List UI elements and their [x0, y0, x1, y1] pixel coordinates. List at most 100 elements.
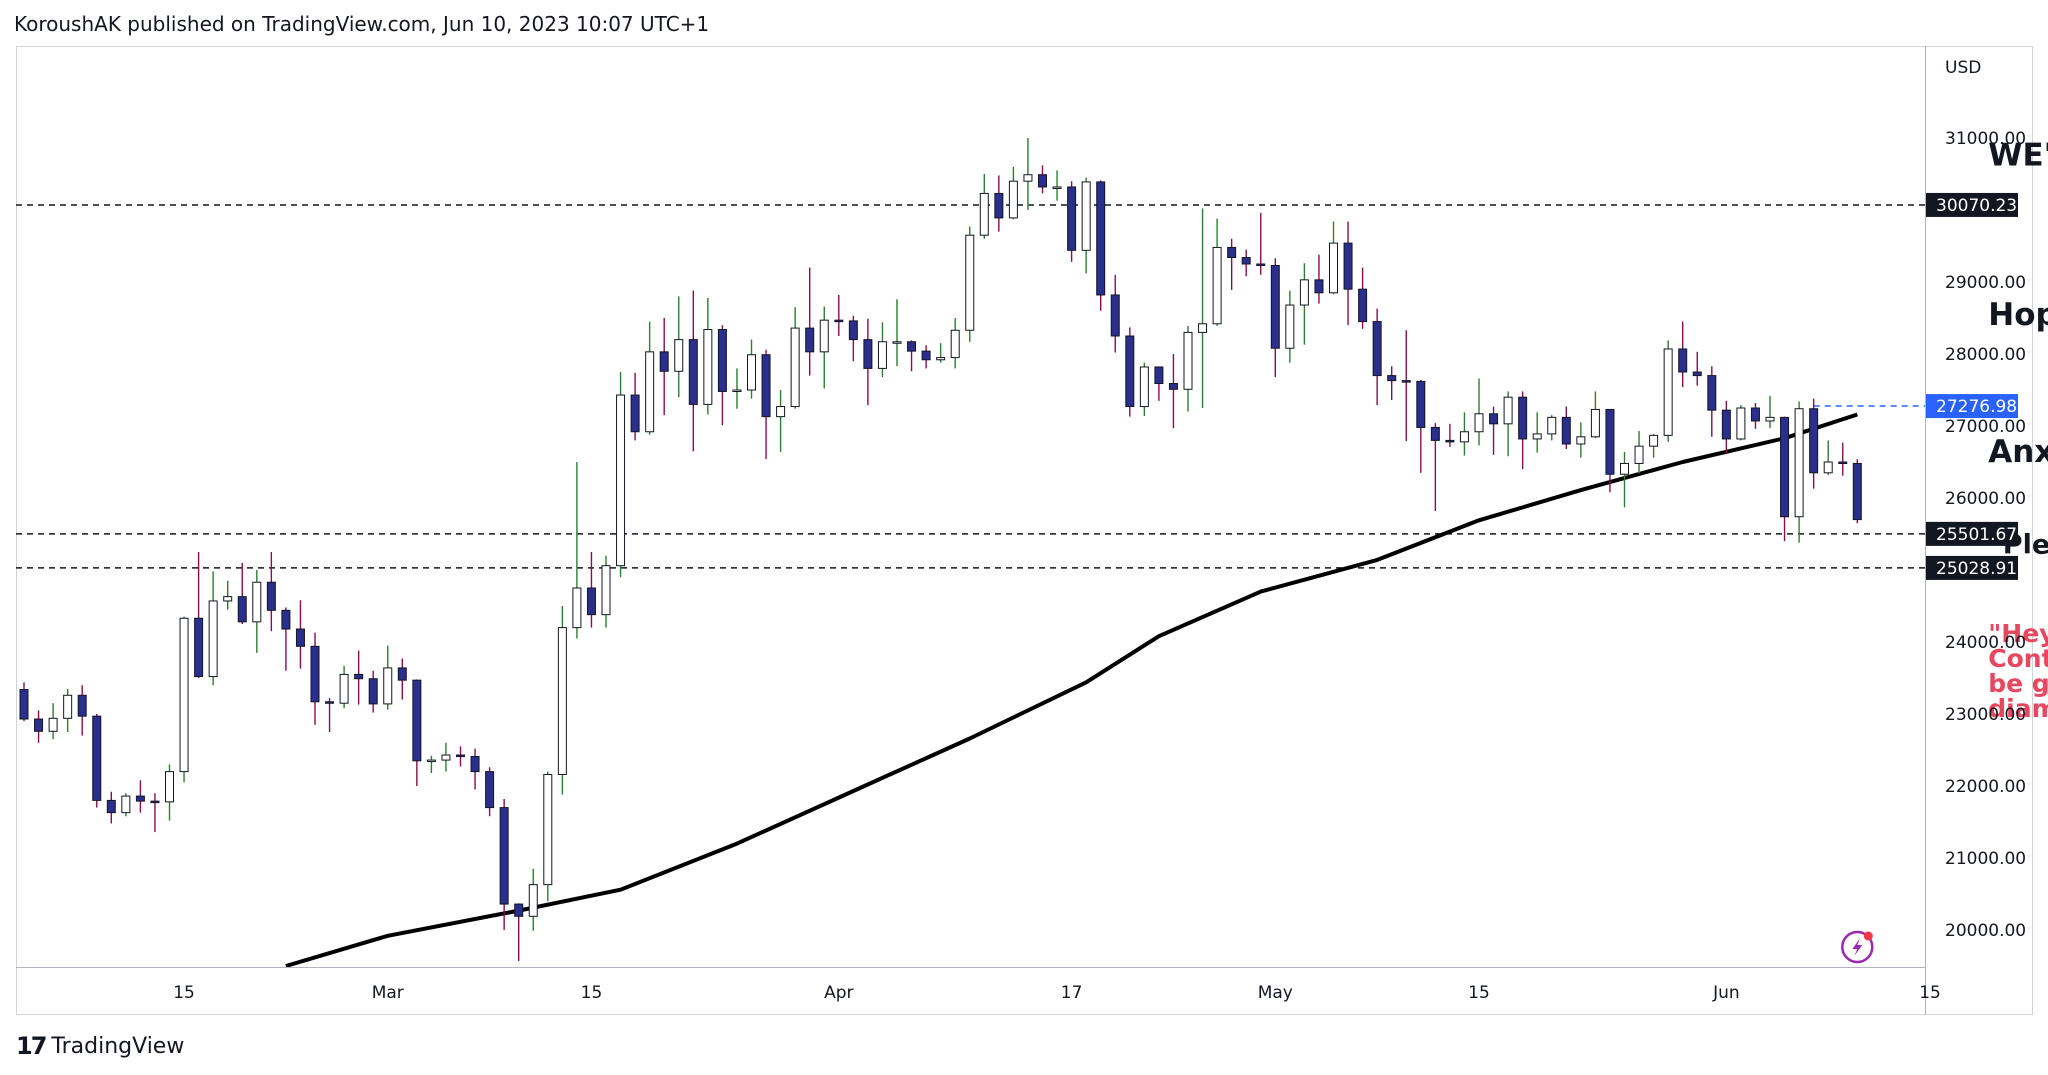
- price-tag-box: [1926, 192, 2018, 217]
- y-tick-label: 20000.00: [1945, 921, 2026, 941]
- candle-body: [1678, 348, 1688, 373]
- brand-name: TradingView: [51, 1033, 185, 1059]
- candle-body: [1838, 461, 1848, 464]
- candle-body: [586, 587, 596, 616]
- candle-body: [863, 339, 873, 369]
- candle-body: [412, 679, 422, 762]
- candle-body: [921, 350, 931, 361]
- price-tag-label: 25501.67: [1936, 525, 2017, 545]
- y-tick-label: 24000.00: [1945, 633, 2026, 653]
- candle-body: [1852, 462, 1862, 521]
- candle-body: [179, 617, 189, 773]
- candle-body: [1008, 180, 1018, 219]
- candle-body: [106, 799, 116, 814]
- candle-body: [1329, 242, 1338, 294]
- candle-body: [1750, 407, 1760, 422]
- candle-body: [877, 341, 887, 369]
- candle-body: [1663, 348, 1673, 436]
- candle-body: [834, 319, 844, 323]
- candle-body: [1227, 246, 1237, 259]
- candle-body: [936, 357, 946, 361]
- candle-body: [426, 759, 436, 763]
- candle-body: [1081, 181, 1091, 251]
- annotation-line: diamonds.": [1988, 694, 2048, 723]
- candle-body: [456, 754, 465, 758]
- price-tag-box: [1926, 555, 2018, 580]
- candle-body: [1270, 264, 1280, 349]
- candle-body: [1256, 263, 1266, 266]
- candle-body: [514, 903, 524, 917]
- candle-body: [1736, 407, 1746, 440]
- price-axis-divider: [1925, 46, 1926, 1015]
- candle-body: [208, 600, 218, 678]
- candle-body: [63, 694, 73, 719]
- candle-body: [732, 389, 742, 392]
- moving-average-line: [285, 412, 1858, 967]
- candle-body: [1067, 186, 1077, 251]
- candle-body: [1314, 279, 1324, 294]
- x-tick-label: Apr: [824, 983, 853, 1003]
- y-tick-label: 23000.00: [1945, 705, 2026, 725]
- candle-body: [1139, 366, 1149, 408]
- candle-body: [1023, 174, 1033, 182]
- candle-body: [1794, 408, 1804, 518]
- annotation-line: Context: I slapped my boss and him to: [1988, 644, 2048, 673]
- candle-body: [557, 627, 567, 775]
- candle-body: [1590, 408, 1600, 438]
- candle-body: [1765, 416, 1775, 422]
- candle-body: [295, 628, 305, 647]
- x-tick-label: 15: [173, 983, 195, 1003]
- candle-body: [1096, 181, 1106, 296]
- candle-body: [383, 667, 393, 705]
- candle-body: [1241, 257, 1251, 265]
- candle-body: [761, 354, 771, 418]
- candle-body: [1605, 408, 1615, 475]
- candle-body: [92, 715, 102, 801]
- annotation-line: Hopeful Crab Market: [1988, 297, 2048, 333]
- y-tick-label: 29000.00: [1945, 273, 2026, 293]
- candle-body: [630, 394, 640, 433]
- candle-body: [776, 406, 786, 418]
- candle-body: [717, 329, 727, 392]
- candle-body: [1343, 242, 1353, 290]
- annotation-line: Anxious Crab Market: [1988, 434, 2048, 470]
- candle-body: [907, 341, 917, 352]
- y-tick-label: 21000.00: [1945, 849, 2026, 869]
- candle-body: [397, 667, 407, 681]
- annotation-line: be grateful as that's the closest he'd e…: [1988, 669, 2048, 698]
- x-tick-label: 15: [1919, 983, 1941, 1003]
- candle-body: [1183, 331, 1193, 390]
- candle-body: [1154, 366, 1164, 385]
- candle-body: [1489, 413, 1499, 425]
- chart-annotation: WE'RE SO BACK: [1988, 137, 2048, 173]
- candle-body: [150, 800, 160, 804]
- publish-caption: KoroushAK published on TradingView.com, …: [14, 12, 710, 36]
- candle-body: [979, 192, 989, 236]
- candle-body: [1503, 396, 1513, 425]
- candle-body: [1634, 445, 1644, 464]
- candle-body: [1649, 434, 1659, 447]
- candle-body: [237, 596, 247, 623]
- x-tick-label: Jun: [1712, 983, 1740, 1003]
- candle-body: [1518, 396, 1528, 440]
- x-tick-label: 17: [1061, 983, 1083, 1003]
- candle-body: [470, 755, 480, 773]
- x-tick-label: 15: [1468, 983, 1490, 1003]
- price-tag-box: [1926, 394, 2018, 419]
- candle-body: [674, 339, 684, 372]
- candle-body: [121, 795, 131, 814]
- notification-dot-icon: [1863, 931, 1873, 941]
- candle-body: [1052, 186, 1062, 189]
- candle-body: [77, 694, 87, 717]
- candle-body: [848, 320, 858, 341]
- candle-body: [48, 717, 58, 732]
- tradingview-logo[interactable]: 17 TradingView: [16, 1032, 184, 1060]
- candle-body: [19, 689, 29, 720]
- candle-body: [441, 754, 451, 761]
- candle-body: [601, 565, 611, 616]
- chart-annotation: Anxious Crab Market: [1988, 434, 2048, 470]
- candle-body: [819, 319, 829, 353]
- candle-body: [528, 884, 538, 917]
- candle-body: [1547, 416, 1557, 435]
